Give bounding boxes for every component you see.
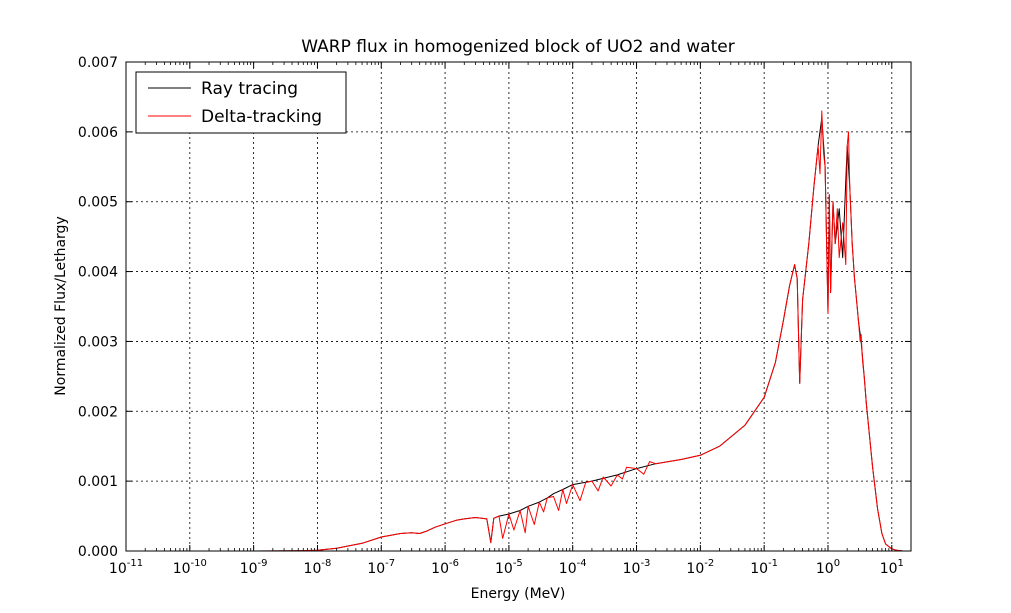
x-tick-label: 10-6	[431, 558, 459, 577]
x-tick-label: 10-8	[304, 558, 332, 577]
y-tick-label: 0.006	[78, 125, 118, 141]
legend-label-delta-tracking: Delta-tracking	[201, 107, 322, 127]
x-tick-label: 10-3	[623, 558, 651, 577]
x-tick-label: 10-5	[495, 558, 523, 577]
legend: Ray tracing Delta-tracking	[135, 71, 347, 134]
x-tick-label: 10-10	[173, 558, 207, 577]
y-tick-label: 0.001	[78, 474, 118, 490]
y-tick-label: 0.005	[78, 195, 118, 211]
y-tick-label: 0.004	[78, 265, 118, 281]
y-tick-labels: 0.000 0.001 0.002 0.003 0.004 0.005 0.006 0.007	[78, 55, 118, 560]
y-axis-label: Normalized Flux/Lethargy	[53, 216, 69, 395]
x-tick-label: 101	[880, 558, 904, 577]
series-line-delta-tracking	[126, 110, 911, 552]
legend-box	[135, 71, 347, 134]
x-tick-label: 10-4	[559, 558, 587, 577]
x-tick-labels: 10-11 10-10 10-9 10-8 10-7 10-6 10-5 10-4 10-3 10…	[109, 558, 904, 577]
chart-title: WARP flux in homogenized block of UO2 an…	[301, 37, 734, 57]
x-tick-label: 10-11	[109, 558, 143, 577]
series-layer	[126, 110, 911, 552]
x-tick-label: 100	[816, 558, 840, 577]
plot-frame	[125, 61, 912, 552]
y-tick-label: 0.002	[78, 404, 118, 420]
x-tick-label: 10-7	[367, 558, 395, 577]
series-line-ray-tracing	[126, 117, 911, 552]
axis-ticks	[125, 61, 912, 552]
legend-label-ray-tracing: Ray tracing	[201, 79, 298, 99]
x-axis-label: Energy (MeV)	[471, 586, 566, 602]
grid-lines	[126, 62, 911, 551]
y-tick-label: 0.000	[78, 544, 118, 560]
y-tick-label: 0.003	[78, 334, 118, 350]
x-tick-label: 10-9	[240, 558, 268, 577]
x-tick-label: 10-1	[750, 558, 778, 577]
y-tick-label: 0.007	[78, 55, 118, 71]
x-tick-label: 10-2	[686, 558, 714, 577]
